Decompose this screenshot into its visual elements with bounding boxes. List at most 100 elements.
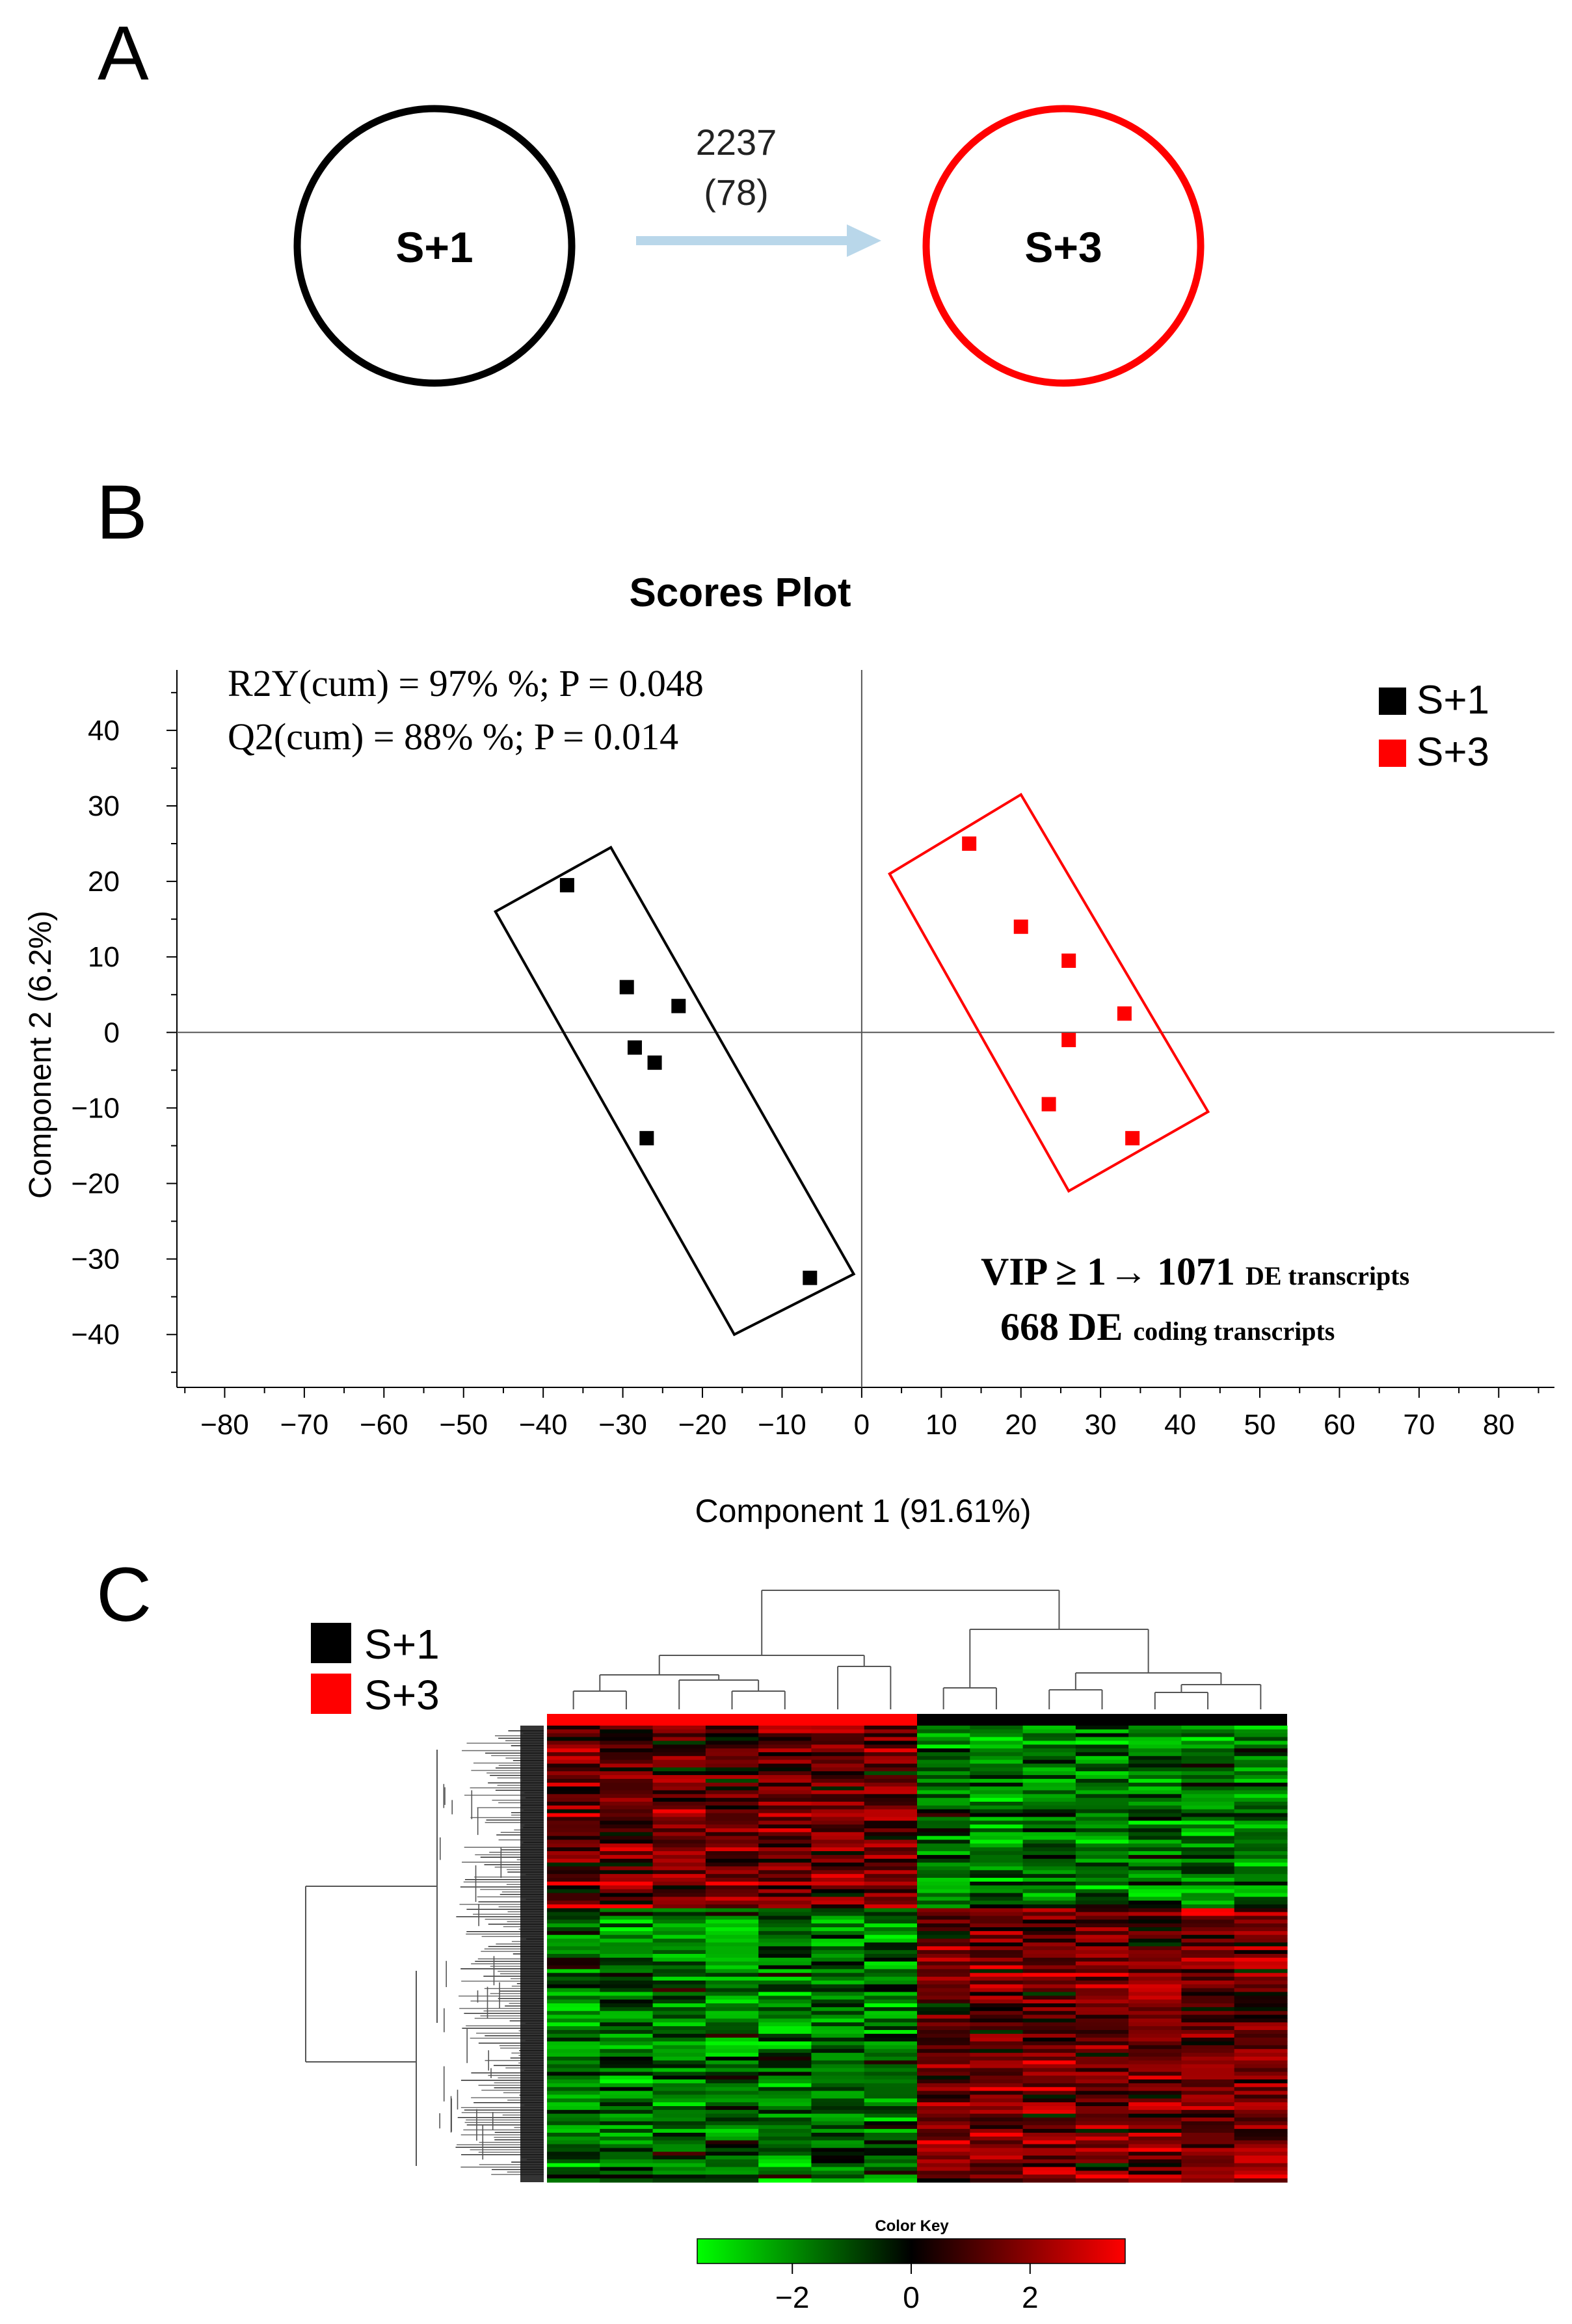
heatmap-cell (1128, 1919, 1182, 1924)
y-tick-label: 40 (88, 715, 120, 747)
heatmap-cell (1128, 1862, 1182, 1867)
heatmap-cell (652, 2033, 706, 2038)
heatmap-cell (547, 2060, 600, 2065)
heatmap-cell (811, 2144, 865, 2148)
heatmap-cell (652, 1817, 706, 1821)
heatmap-cell (547, 2045, 600, 2050)
heatmap-cell (1234, 1854, 1288, 1860)
heatmap-cell (705, 1954, 759, 1958)
heatmap-cell (917, 2121, 970, 2126)
heatmap-cell (652, 1992, 706, 1996)
heatmap-cell (1022, 2174, 1076, 2179)
heatmap-cell (864, 1916, 918, 1920)
heatmap-cell (917, 2076, 970, 2080)
heatmap-cell (970, 1775, 1024, 1780)
heatmap-cell (1181, 1767, 1235, 1772)
heatmap-cell (547, 1839, 600, 1844)
heatmap-cell (864, 1950, 918, 1955)
heatmap-cell (600, 2098, 654, 2103)
heatmap-cell (1022, 2022, 1076, 2027)
panel-b: B Scores Plot −80 −70 −60 −50 −40 −30 −20 −10 0 1… (23, 470, 1554, 1529)
heatmap-cell (1022, 2014, 1076, 2020)
heatmap-cell (547, 1854, 600, 1860)
heatmap-cell (864, 1798, 918, 1802)
heatmap-cell (1128, 2109, 1182, 2115)
heatmap-cell (1181, 1805, 1235, 1810)
heatmap-cell (1234, 1965, 1288, 1970)
heatmap-cell (1181, 1938, 1235, 1943)
heatmap-cell (547, 1904, 600, 1909)
heatmap-cell (1128, 2072, 1182, 2076)
heatmap-cell (917, 2087, 970, 2092)
heatmap-cell (1128, 1832, 1182, 1837)
heatmap-cell (705, 1778, 759, 1783)
heatmap-cell (1234, 2026, 1288, 2031)
heatmap-cell (864, 2072, 918, 2076)
heatmap-cell (864, 2060, 918, 2065)
heatmap-cell (970, 2037, 1024, 2042)
heatmap-cell (600, 1923, 654, 1928)
heatmap-cell (1181, 2159, 1235, 2164)
heatmap-cell (547, 1912, 600, 1917)
heatmap-cell (652, 1737, 706, 1741)
heatmap-cell (970, 1763, 1024, 1768)
heatmap-cell (864, 2076, 918, 2080)
heatmap-cell (1128, 2094, 1182, 2099)
heatmap-cell (811, 1992, 865, 1996)
heatmap-cell (758, 2018, 812, 2023)
heatmap-cell (1181, 2098, 1235, 2103)
heatmap-cell (1128, 1874, 1182, 1878)
heatmap-cell (1128, 2125, 1182, 2130)
heatmap-cell (1075, 1938, 1129, 1943)
heatmap-cell (1022, 2090, 1076, 2096)
heatmap-cell (1022, 2087, 1076, 2092)
heatmap-cell (758, 2148, 812, 2152)
heatmap-cell (547, 1798, 600, 1802)
heatmap-cell (600, 2003, 654, 2008)
heatmap-cell (1128, 2170, 1182, 2175)
heatmap-cell (917, 2083, 970, 2088)
heatmap-cell (1234, 2076, 1288, 2080)
panel-c-label: C (96, 1552, 152, 1638)
heatmap-cell (1128, 1977, 1182, 1981)
heatmap-cell (652, 1726, 706, 1730)
heatmap-cell (917, 2041, 970, 2046)
heatmap-cell (970, 1930, 1024, 1936)
heatmap-cell (1181, 1961, 1235, 1966)
heatmap-cell (811, 2033, 865, 2038)
heatmap-cell (864, 2132, 918, 2137)
heatmap-cell (705, 1741, 759, 1745)
heatmap-cell (970, 1729, 1024, 1734)
heatmap-cell (864, 1741, 918, 1745)
heatmap-cell (600, 2109, 654, 2115)
heatmap-cell (1128, 1996, 1182, 2000)
heatmap-cell (1128, 2129, 1182, 2133)
heatmap-cell (917, 1737, 970, 1741)
heatmap-cell (811, 2079, 865, 2084)
heatmap-cell (917, 1802, 970, 1806)
heatmap-cell (652, 1973, 706, 1977)
heatmap-cell (600, 2079, 654, 2084)
heatmap-cell (917, 1973, 970, 1977)
heatmap-cell (600, 2041, 654, 2046)
heatmap-cell (652, 2163, 706, 2168)
heatmap-cell (1181, 1988, 1235, 1993)
heatmap-cell (652, 2003, 706, 2008)
heatmap-cell (652, 1996, 706, 2000)
heatmap-cell (758, 1813, 812, 1817)
heatmap-cell (600, 1927, 654, 1932)
heatmap-cell (547, 1862, 600, 1867)
heatmap-cell (652, 2045, 706, 2050)
heatmap-cell (600, 1938, 654, 1943)
heatmap-cell (970, 1954, 1024, 1958)
node-s3-label: S+3 (1024, 223, 1102, 271)
heatmap-cell (864, 2022, 918, 2027)
heatmap-cell (1022, 1836, 1076, 1841)
heatmap-cell (970, 1870, 1024, 1875)
heatmap-cell (1075, 2174, 1129, 2179)
heatmap-cell (1022, 1851, 1076, 1856)
heatmap-cell (1234, 2068, 1288, 2072)
heatmap-cell (811, 1847, 865, 1852)
heatmap-cell (864, 2030, 918, 2035)
heatmap-cell (917, 2163, 970, 2168)
